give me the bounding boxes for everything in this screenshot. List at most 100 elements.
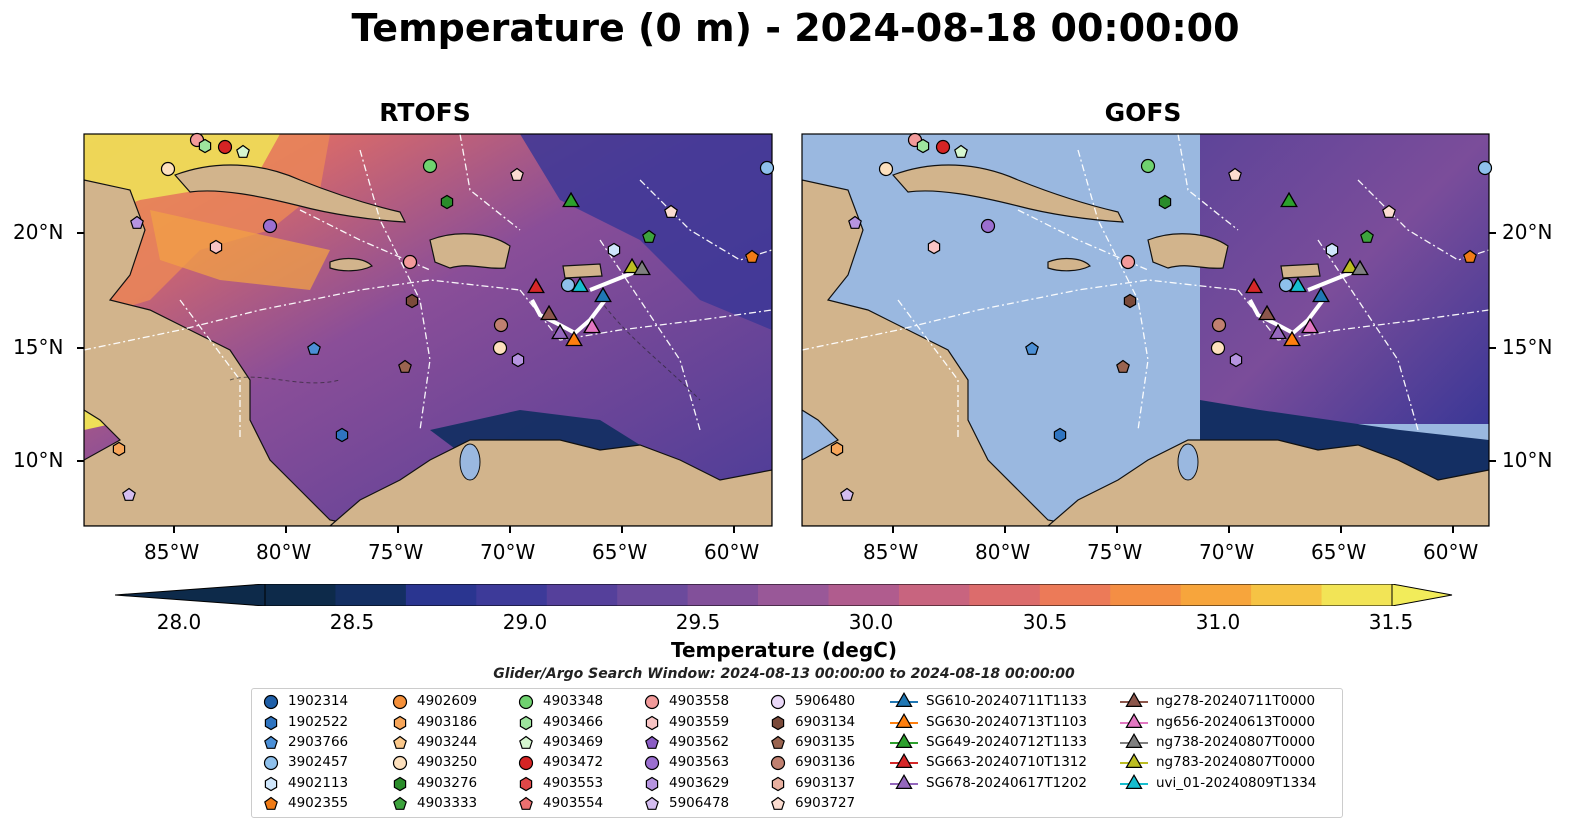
colorbar-segment	[617, 584, 689, 606]
legend-item: ng783-20240807T0000	[1118, 752, 1316, 772]
colorbar-tick: 31.0	[1195, 610, 1241, 634]
argo-float-marker	[307, 341, 321, 355]
legend-marker-icon	[645, 776, 659, 791]
legend-label: ng738-20240807T0000	[1156, 733, 1316, 750]
colorbar-extend-min	[115, 584, 266, 606]
colorbar-segment	[898, 584, 970, 606]
colorbar-tick: 30.0	[848, 610, 894, 634]
argo-float-marker	[1025, 341, 1039, 355]
legend-marker-icon	[890, 753, 918, 769]
legend-marker-icon	[770, 756, 786, 771]
legend-marker-icon	[645, 735, 659, 749]
lon-tick-75-left: 75°W	[368, 540, 424, 564]
legend-label: 4903244	[417, 733, 478, 750]
glider-marker	[1269, 323, 1287, 340]
legend-marker-icon	[645, 715, 659, 730]
legend-label: 4903276	[417, 774, 478, 791]
colorbar-tick: 28.0	[156, 610, 202, 634]
legend-label: 4902113	[288, 774, 349, 791]
legend-item: SG630-20240713T1103	[888, 711, 1087, 731]
argo-float-marker	[422, 158, 438, 174]
glider-marker	[1280, 191, 1298, 208]
legend-label: 4903250	[417, 754, 478, 771]
colorbar-segment	[546, 584, 618, 606]
colorbar-segment	[1110, 584, 1182, 606]
colorbar-segment	[476, 584, 548, 606]
legend-item: 4903558	[641, 691, 729, 711]
legend-marker-icon	[393, 715, 407, 730]
lat-tick-10-right: 10°N	[1502, 448, 1553, 472]
glider-marker	[1283, 330, 1301, 347]
lat-tick-15-left: 15°N	[13, 335, 64, 359]
legend-label: 4903553	[543, 774, 604, 791]
argo-float-marker	[493, 317, 509, 333]
glider-marker	[583, 317, 601, 334]
argo-float-marker	[664, 204, 678, 218]
lon-tick-80-right: 80°W	[975, 540, 1031, 564]
colorbar-tick: 31.5	[1368, 610, 1414, 634]
legend-label: 1902522	[288, 713, 349, 730]
colorbar-segment	[828, 584, 900, 606]
argo-float-marker	[1325, 242, 1339, 258]
legend-item: 6903137	[767, 773, 855, 793]
legend-label: 2903766	[288, 733, 349, 750]
argo-float-marker	[878, 161, 894, 177]
legend-label: 4903333	[417, 795, 478, 812]
legend-marker-icon	[771, 735, 785, 749]
colorbar-label: Temperature (degC)	[671, 638, 897, 662]
legend-item: 5906480	[767, 691, 855, 711]
legend-column: 4903558 4903559 4903562 4903563 4903629 59064…	[641, 691, 729, 813]
legend-label: 4903629	[669, 774, 730, 791]
argo-float-marker	[130, 215, 144, 229]
argo-float-marker	[217, 139, 233, 155]
lat-tick-20-right: 20°N	[1502, 220, 1553, 244]
legend-marker-icon	[518, 695, 534, 710]
lat-tick-10-left: 10°N	[13, 448, 64, 472]
legend-column: 4902609 4903186 4903244 4903250 4903276 49033…	[389, 691, 477, 813]
glider-marker	[594, 286, 612, 303]
legend-item: 6903727	[767, 793, 855, 813]
colorbar-tick: 28.5	[329, 610, 375, 634]
legend-marker-icon	[644, 756, 660, 771]
legend-item: 4903554	[515, 793, 603, 813]
legend-item: ng278-20240711T0000	[1118, 691, 1316, 711]
legend-item: 4903472	[515, 752, 603, 772]
glider-marker	[623, 257, 641, 274]
glider-marker	[1351, 259, 1369, 276]
legend-marker-icon	[393, 776, 407, 791]
legend-item: 4903333	[389, 793, 477, 813]
glider-marker	[1245, 277, 1263, 294]
panel-title-rtofs: RTOFS	[379, 98, 471, 127]
argo-float-marker	[759, 160, 775, 176]
argo-float-marker	[1278, 277, 1294, 293]
legend-label: SG663-20240710T1312	[926, 754, 1087, 771]
argo-float-marker	[209, 239, 223, 255]
legend-marker-icon	[264, 735, 278, 749]
argo-float-marker	[398, 359, 412, 373]
legend-label: 4902609	[417, 693, 478, 710]
legend-item: 3902457	[260, 752, 348, 772]
argo-float-marker	[927, 239, 941, 255]
argo-float-marker	[1211, 317, 1227, 333]
glider-marker	[571, 276, 589, 293]
legend-marker-icon	[263, 695, 279, 710]
lon-tick-65-right: 65°W	[1311, 540, 1367, 564]
legend-marker-icon	[1120, 692, 1148, 708]
argo-float-marker	[1477, 160, 1493, 176]
legend-item: ng738-20240807T0000	[1118, 732, 1316, 752]
legend-label: 4903469	[543, 733, 604, 750]
colorbar-segment	[969, 584, 1041, 606]
colorbar-segment	[1251, 584, 1323, 606]
glider-marker	[1258, 304, 1276, 321]
legend-item: 6903136	[767, 752, 855, 772]
argo-float-marker	[980, 218, 996, 234]
argo-float-marker	[916, 138, 930, 154]
legend-label: 4903554	[543, 795, 604, 812]
lat-tick-20-left: 20°N	[13, 220, 64, 244]
legend-label: SG610-20240711T1133	[926, 693, 1087, 710]
colorbar-segment	[687, 584, 759, 606]
argo-float-marker	[440, 194, 454, 210]
glider-marker	[1301, 317, 1319, 334]
argo-float-marker	[1228, 167, 1242, 181]
legend-item: 2903766	[260, 732, 348, 752]
